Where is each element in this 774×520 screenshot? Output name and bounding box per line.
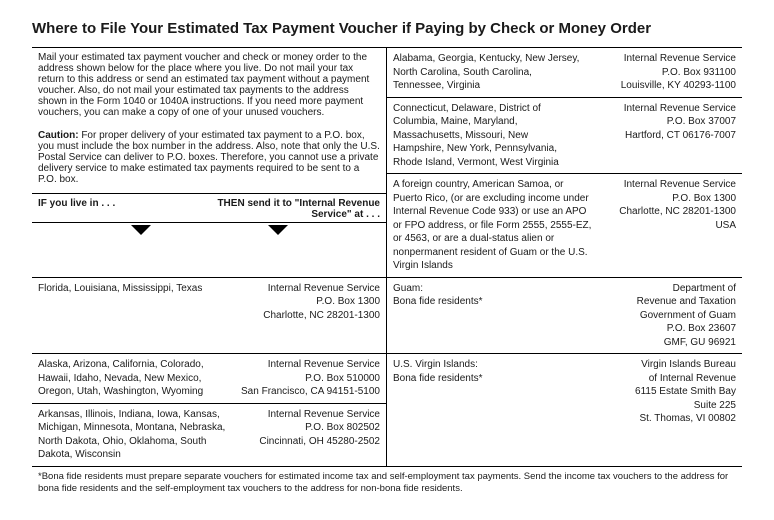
column-headers: IF you live in . . . THEN send it to "In… [32, 193, 386, 223]
footnote: *Bona fide residents must prepare separa… [32, 466, 742, 501]
caution-text: For proper delivery of your estimated ta… [38, 130, 380, 185]
caution-label: Caution: [38, 130, 79, 141]
address-cell: Department of Revenue and Taxation Gover… [637, 282, 736, 350]
table-row: Arkansas, Illinois, Indiana, Iowa, Kansa… [32, 404, 387, 466]
table-row: A foreign country, American Samoa, or Pu… [387, 174, 742, 278]
arrow-row [32, 223, 386, 241]
address-cell: Internal Revenue Service P.O. Box 931100… [621, 52, 736, 93]
instructions-block: Mail your estimated tax payment voucher … [32, 48, 387, 278]
states-cell: Alabama, Georgia, Kentucky, New Jersey, … [393, 52, 582, 93]
instructions-text: Mail your estimated tax payment voucher … [32, 48, 386, 126]
states-cell: Florida, Louisiana, Mississippi, Texas [38, 282, 202, 323]
header-if: IF you live in . . . [38, 198, 209, 220]
states-cell: Alaska, Arizona, California, Colorado, H… [38, 358, 226, 399]
header-then: THEN send it to "Internal Revenue Servic… [209, 198, 380, 220]
arrow-down-icon [131, 225, 151, 235]
states-cell: U.S. Virgin Islands: Bona fide residents… [393, 358, 483, 426]
caution-block: Caution: For proper delivery of your est… [32, 126, 386, 193]
table-row: U.S. Virgin Islands: Bona fide residents… [387, 354, 742, 466]
table-row: Alaska, Arizona, California, Colorado, H… [32, 354, 387, 404]
filing-table: Mail your estimated tax payment voucher … [32, 47, 742, 466]
states-cell: Arkansas, Illinois, Indiana, Iowa, Kansa… [38, 408, 226, 462]
address-cell: Internal Revenue Service P.O. Box 1300 C… [263, 282, 380, 323]
table-row: Florida, Louisiana, Mississippi, Texas I… [32, 278, 387, 355]
states-cell: Guam: Bona fide residents* [393, 282, 483, 350]
address-cell: Internal Revenue Service P.O. Box 1300 C… [619, 178, 736, 273]
address-cell: Internal Revenue Service P.O. Box 37007 … [624, 102, 736, 170]
states-cell: Connecticut, Delaware, District of Colum… [393, 102, 582, 170]
states-cell: A foreign country, American Samoa, or Pu… [393, 178, 592, 273]
arrow-down-icon [268, 225, 288, 235]
address-cell: Internal Revenue Service P.O. Box 802502… [259, 408, 380, 462]
table-row: Alabama, Georgia, Kentucky, New Jersey, … [387, 48, 742, 98]
address-cell: Virgin Islands Bureau of Internal Revenu… [635, 358, 736, 426]
table-row: Guam: Bona fide residents* Department of… [387, 278, 742, 355]
address-cell: Internal Revenue Service P.O. Box 510000… [241, 358, 380, 399]
table-row: Connecticut, Delaware, District of Colum… [387, 98, 742, 175]
page-title: Where to File Your Estimated Tax Payment… [32, 20, 742, 37]
